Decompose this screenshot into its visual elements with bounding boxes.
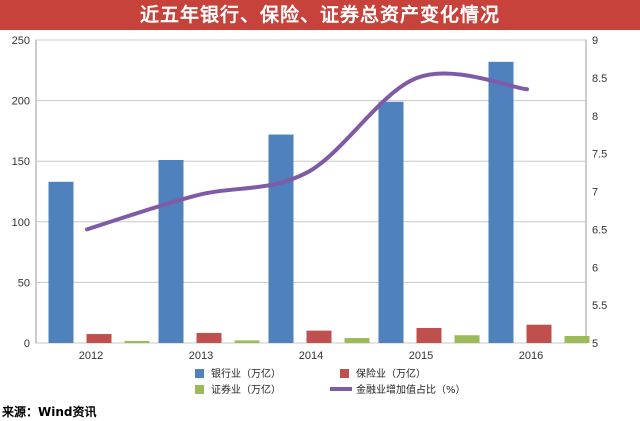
chart: 0 50 100 150 200 250 5 5.5 6 6.5 7 7.5 8 8.5 9 2012 2013… — [12, 35, 608, 396]
bar — [306, 330, 332, 343]
legend-swatch — [340, 369, 349, 378]
legend-swatch — [195, 369, 204, 378]
y-right-tick-label: 6.5 — [592, 224, 607, 236]
bar — [86, 334, 112, 343]
source-note: 来源：Wind资讯 — [2, 403, 96, 420]
bar — [196, 332, 222, 343]
y-right-tick-label: 5 — [592, 338, 598, 350]
bars — [48, 61, 590, 343]
y-left-tick-label: 200 — [12, 96, 30, 108]
y-right-tick-label: 7 — [592, 187, 598, 199]
y-left-tick-label: 100 — [12, 217, 30, 229]
legend: 银行业（万亿） 保险业（万亿） 证券业（万亿） 金融业增加值占比（%） — [195, 367, 466, 396]
legend-label: 金融业增加值占比（%） — [356, 383, 466, 396]
x-tick-label: 2014 — [299, 350, 323, 362]
bar — [124, 340, 150, 343]
bar — [234, 340, 260, 343]
chart-title: 近五年银行、保险、证券总资产变化情况 — [139, 4, 500, 26]
legend-label: 保险业（万亿） — [356, 367, 426, 380]
bar — [488, 61, 514, 343]
axes: 0 50 100 150 200 250 5 5.5 6 6.5 7 7.5 8 8.5 9 2012 2013… — [12, 35, 608, 362]
chart-title-banner: 近五年银行、保险、证券总资产变化情况 — [0, 0, 640, 30]
y-right-tick-label: 8 — [592, 111, 598, 123]
y-right-tick-label: 7.5 — [592, 149, 607, 161]
y-right-tick-label: 8.5 — [592, 73, 607, 85]
source-text: 来源：Wind资讯 — [2, 405, 97, 419]
y-left-tick-label: 150 — [12, 156, 30, 168]
y-left-tick-label: 250 — [12, 35, 30, 47]
x-tick-label: 2013 — [189, 350, 213, 362]
y-left-tick-label: 0 — [24, 338, 30, 350]
legend-label: 银行业（万亿） — [211, 367, 281, 380]
bar — [378, 101, 404, 343]
bar — [416, 327, 442, 343]
finance-ratio-line — [85, 71, 529, 232]
bar — [564, 335, 590, 343]
legend-swatch — [195, 385, 204, 394]
legend-label: 证券业（万亿） — [211, 383, 281, 396]
y-right-tick-label: 6 — [592, 262, 598, 274]
bar — [344, 338, 370, 343]
y-right-tick-label: 5.5 — [592, 300, 607, 312]
x-tick-label: 2016 — [519, 350, 543, 362]
line-series — [85, 71, 529, 232]
bar — [526, 324, 552, 343]
y-left-tick-label: 50 — [18, 277, 30, 289]
bar — [48, 181, 74, 343]
bar — [268, 134, 294, 343]
x-tick-label: 2015 — [409, 350, 433, 362]
y-right-tick-label: 9 — [592, 35, 598, 47]
bar — [454, 335, 480, 343]
x-tick-label: 2012 — [79, 350, 103, 362]
bar — [158, 159, 184, 343]
